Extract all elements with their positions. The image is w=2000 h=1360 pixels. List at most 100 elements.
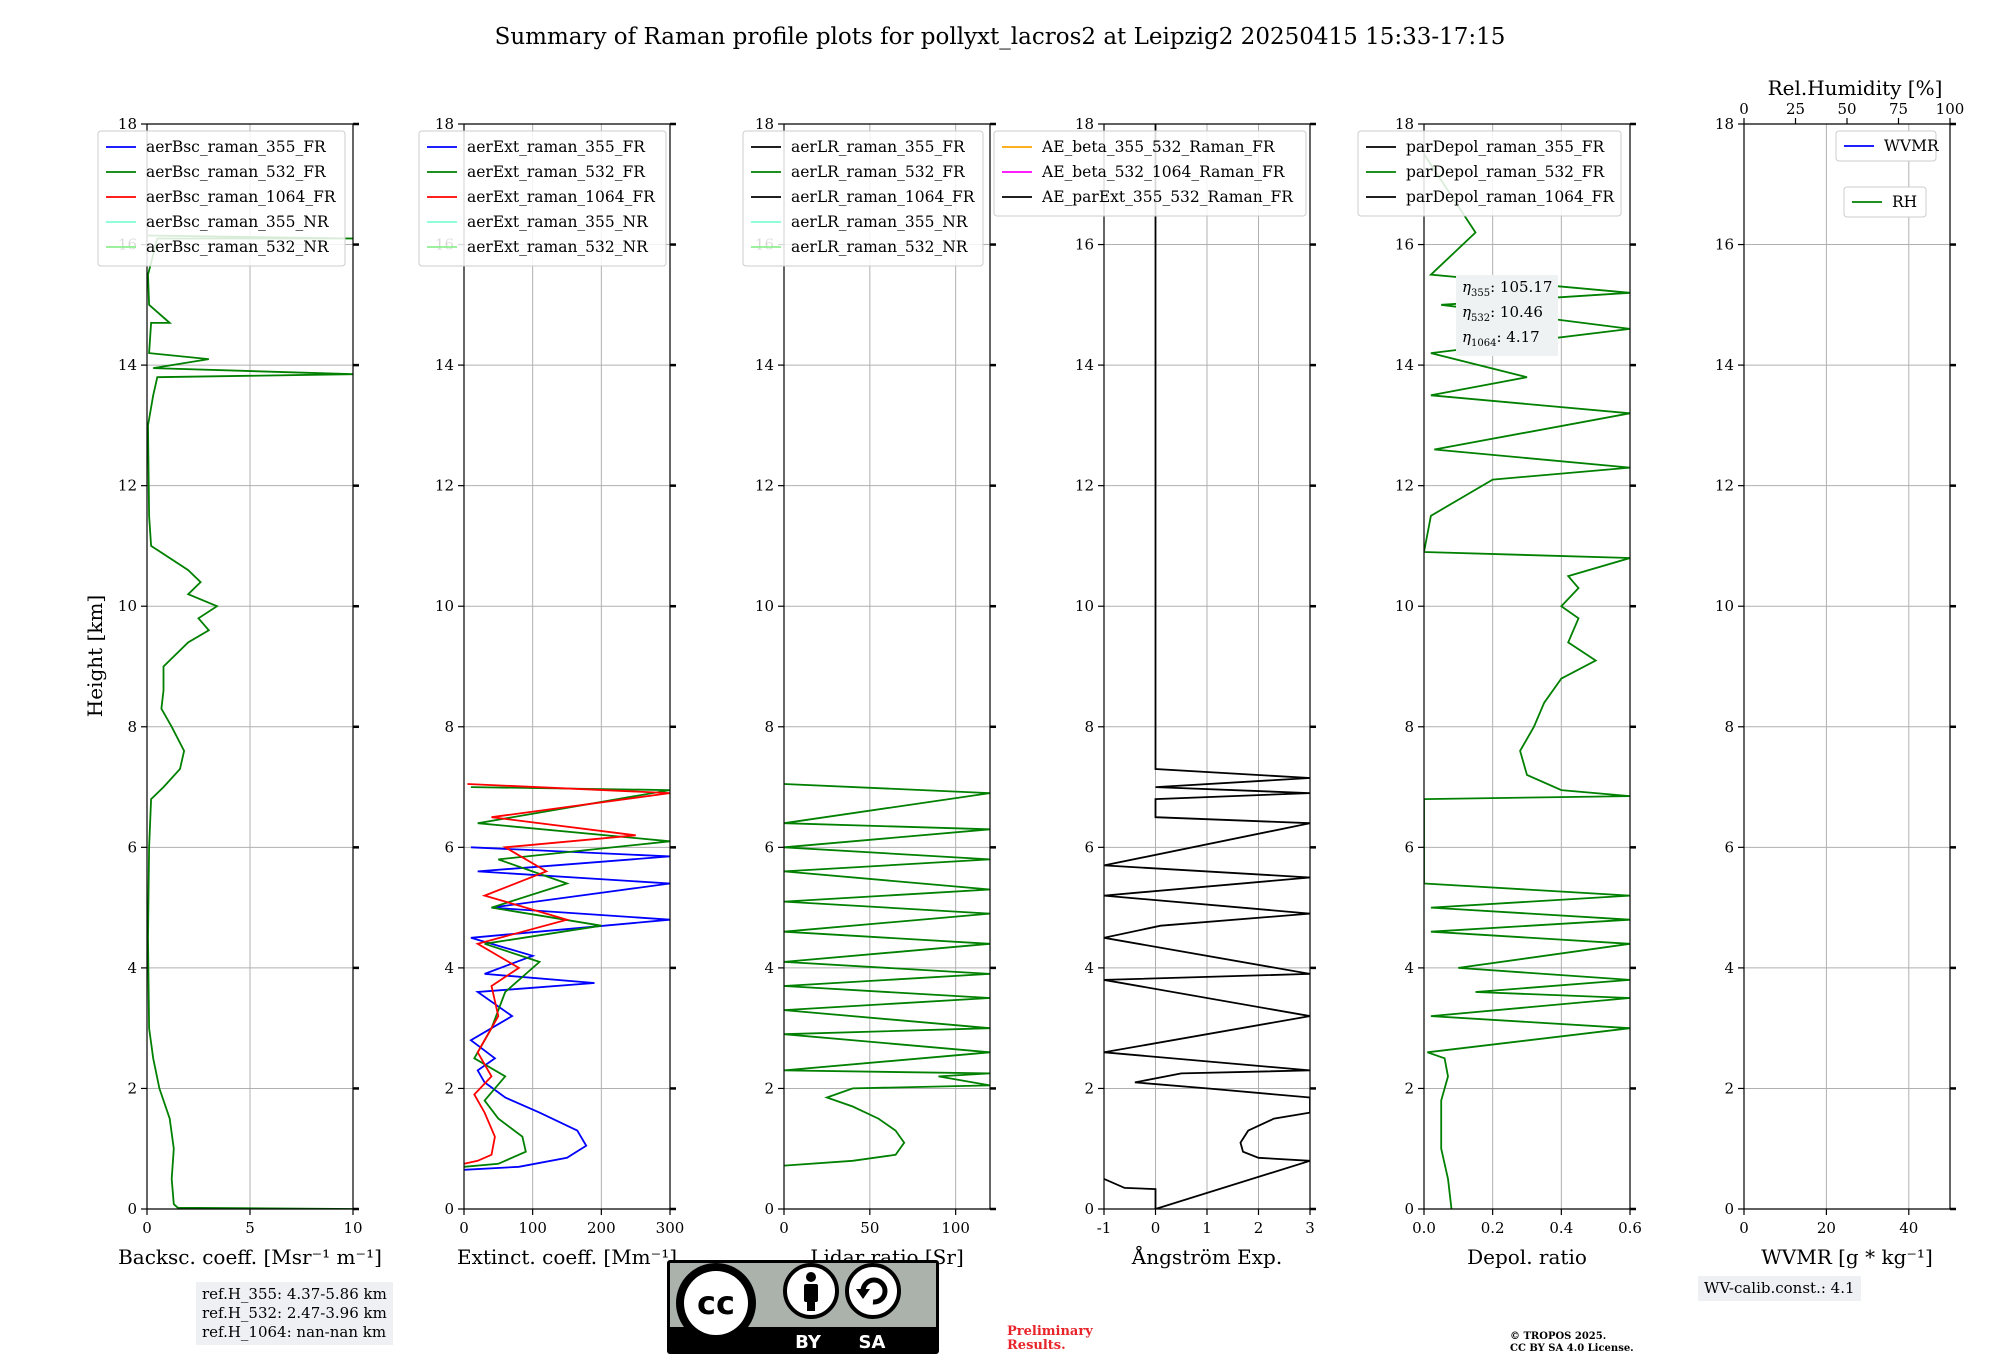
- y-tick-label: 6: [444, 838, 454, 856]
- legend: parDepol_raman_355_FR parDepol_raman_532_…: [1357, 130, 1622, 217]
- ref-h-355: ref.H_355: 4.37-5.86 km: [202, 1285, 387, 1303]
- legend-entry: aerLR_raman_532_NR: [791, 238, 969, 256]
- y-tick-label: 6: [127, 838, 137, 856]
- y-tick-label: 2: [127, 1079, 137, 1097]
- y-tick-label: 14: [1075, 356, 1094, 374]
- y-tick-label: 4: [764, 959, 774, 977]
- legend-entry: aerBsc_raman_1064_FR: [146, 188, 337, 206]
- y-tick-label: 0: [1724, 1200, 1734, 1218]
- legend: AE_beta_355_532_Raman_FR AE_beta_532_1064…: [993, 130, 1307, 217]
- legend-entry: aerLR_raman_532_FR: [791, 163, 966, 181]
- x-tick-label: 5: [245, 1219, 255, 1237]
- legend-entry: AE_beta_355_532_Raman_FR: [1041, 138, 1276, 156]
- x-axis-label: WVMR [g * kg⁻¹]: [1761, 1245, 1933, 1269]
- ref-h-1064: ref.H_1064: nan-nan km: [202, 1323, 387, 1341]
- y-tick-label: 14: [755, 356, 774, 374]
- y-tick-label: 6: [1084, 838, 1094, 856]
- y-tick-label: 18: [118, 115, 137, 133]
- y-tick-label: 0: [764, 1200, 774, 1218]
- y-tick-label: 10: [755, 597, 774, 615]
- x-tick-label: 0.4: [1549, 1219, 1573, 1237]
- preliminary-line-1: Preliminary: [1007, 1324, 1093, 1339]
- legend-entry: aerBsc_raman_355_FR: [146, 138, 327, 156]
- y-tick-label: 0: [1084, 1200, 1094, 1218]
- y-tick-label: 8: [127, 718, 137, 736]
- y-tick-label: 8: [764, 718, 774, 736]
- y-tick-label: 2: [444, 1079, 454, 1097]
- x-tick-label: 0.0: [1412, 1219, 1436, 1237]
- sa-share-icon: [845, 1263, 901, 1319]
- x-tick-label: 2: [1254, 1219, 1264, 1237]
- copyright-line-1: © TROPOS 2025.: [1510, 1331, 1607, 1342]
- y-axis-label: Height [km]: [83, 595, 107, 717]
- legend-entry: aerExt_raman_1064_FR: [467, 188, 656, 206]
- sa-label: SA: [859, 1332, 886, 1353]
- y-tick-label: 16: [1395, 236, 1414, 254]
- y-tick-label: 18: [1715, 115, 1734, 133]
- x-tick-label: 40: [1899, 1219, 1918, 1237]
- x-tick-label: 0: [142, 1219, 152, 1237]
- series-aerBsc_raman_532_FR: [147, 234, 353, 1209]
- y-tick-label: 18: [1395, 115, 1414, 133]
- copyright-line-2: CC BY SA 4.0 License.: [1510, 1343, 1634, 1354]
- y-tick-label: 4: [1404, 959, 1414, 977]
- y-tick-label: 6: [1724, 838, 1734, 856]
- panels: 0246810121416180510Backsc. coeff. [Msr⁻¹…: [97, 76, 1965, 1269]
- y-tick-label: 4: [127, 959, 137, 977]
- legend-entry: RH: [1892, 193, 1917, 211]
- legend-rh: RH: [1843, 186, 1927, 218]
- y-tick-label: 8: [1084, 718, 1094, 736]
- ref-h-532: ref.H_532: 2.47-3.96 km: [202, 1304, 387, 1322]
- x-tick-label: 0: [779, 1219, 789, 1237]
- reference-height-box: ref.H_355: 4.37-5.86 km ref.H_532: 2.47-…: [196, 1282, 393, 1345]
- y-tick-label: 12: [1075, 477, 1094, 495]
- y-tick-label: 6: [1404, 838, 1414, 856]
- by-label: BY: [795, 1332, 822, 1353]
- x-tick-label: 3: [1305, 1219, 1315, 1237]
- preliminary-note: Preliminary Results.: [1007, 1325, 1093, 1353]
- y-tick-label: 12: [1715, 477, 1734, 495]
- y-tick-label: 0: [1404, 1200, 1414, 1218]
- legend-entry: aerLR_raman_1064_FR: [791, 188, 976, 206]
- panel-2: 024681012141618050100Lidar ratio [Sr]aer…: [742, 115, 996, 1269]
- copyright-note: © TROPOS 2025. CC BY SA 4.0 License.: [1510, 1331, 1634, 1355]
- y-tick-label: 16: [1075, 236, 1094, 254]
- panel-4: 0 2 4 6 8 10 12 14 16 18 0.0 0.2 0.4 0.6 Depol. ratio p…: [1357, 115, 1642, 1269]
- y-tick-label: 18: [755, 115, 774, 133]
- legend-entry: aerExt_raman_532_NR: [467, 238, 649, 256]
- legend-entry: AE_parExt_355_532_Raman_FR: [1041, 188, 1294, 206]
- legend-entry: aerBsc_raman_532_FR: [146, 163, 327, 181]
- y-tick-label: 10: [1075, 597, 1094, 615]
- x-tick-label: 100: [941, 1219, 970, 1237]
- legend-entry: parDepol_raman_1064_FR: [1406, 188, 1615, 206]
- x-tick-label: 0.6: [1618, 1219, 1642, 1237]
- y-tick-label: 12: [435, 477, 454, 495]
- y-tick-label: 0: [444, 1200, 454, 1218]
- rh-tick-label: 0: [1739, 100, 1749, 118]
- x-tick-label: 0: [459, 1219, 469, 1237]
- legend-wvmr: WVMR: [1835, 130, 1940, 162]
- y-tick-label: 14: [1715, 356, 1734, 374]
- legend-entry: AE_beta_532_1064_Raman_FR: [1041, 163, 1286, 181]
- x-tick-label: 0.2: [1481, 1219, 1505, 1237]
- rh-tick-label: 100: [1936, 100, 1965, 118]
- x-tick-label: 10: [343, 1219, 362, 1237]
- y-tick-label: 10: [1715, 597, 1734, 615]
- legend-entry: WVMR: [1884, 137, 1940, 155]
- panel-1: 0246810121416180100200300Extinct. coeff.…: [418, 115, 684, 1269]
- y-tick-label: 10: [118, 597, 137, 615]
- series-aerExt_raman_1064_FR: [464, 783, 670, 1165]
- x-axis-label: Depol. ratio: [1467, 1245, 1587, 1269]
- legend-entry: aerExt_raman_355_FR: [467, 138, 646, 156]
- y-tick-label: 10: [1395, 597, 1414, 615]
- y-tick-label: 12: [1395, 477, 1414, 495]
- y-tick-label: 8: [1404, 718, 1414, 736]
- rh-tick-label: 75: [1889, 100, 1908, 118]
- y-tick-label: 4: [1724, 959, 1734, 977]
- y-tick-label: 10: [435, 597, 454, 615]
- wv-calib-box: WV-calib.const.: 4.1: [1698, 1276, 1861, 1301]
- series-aerExt_raman_355_FR: [464, 846, 670, 1171]
- y-tick-label: 0: [127, 1200, 137, 1218]
